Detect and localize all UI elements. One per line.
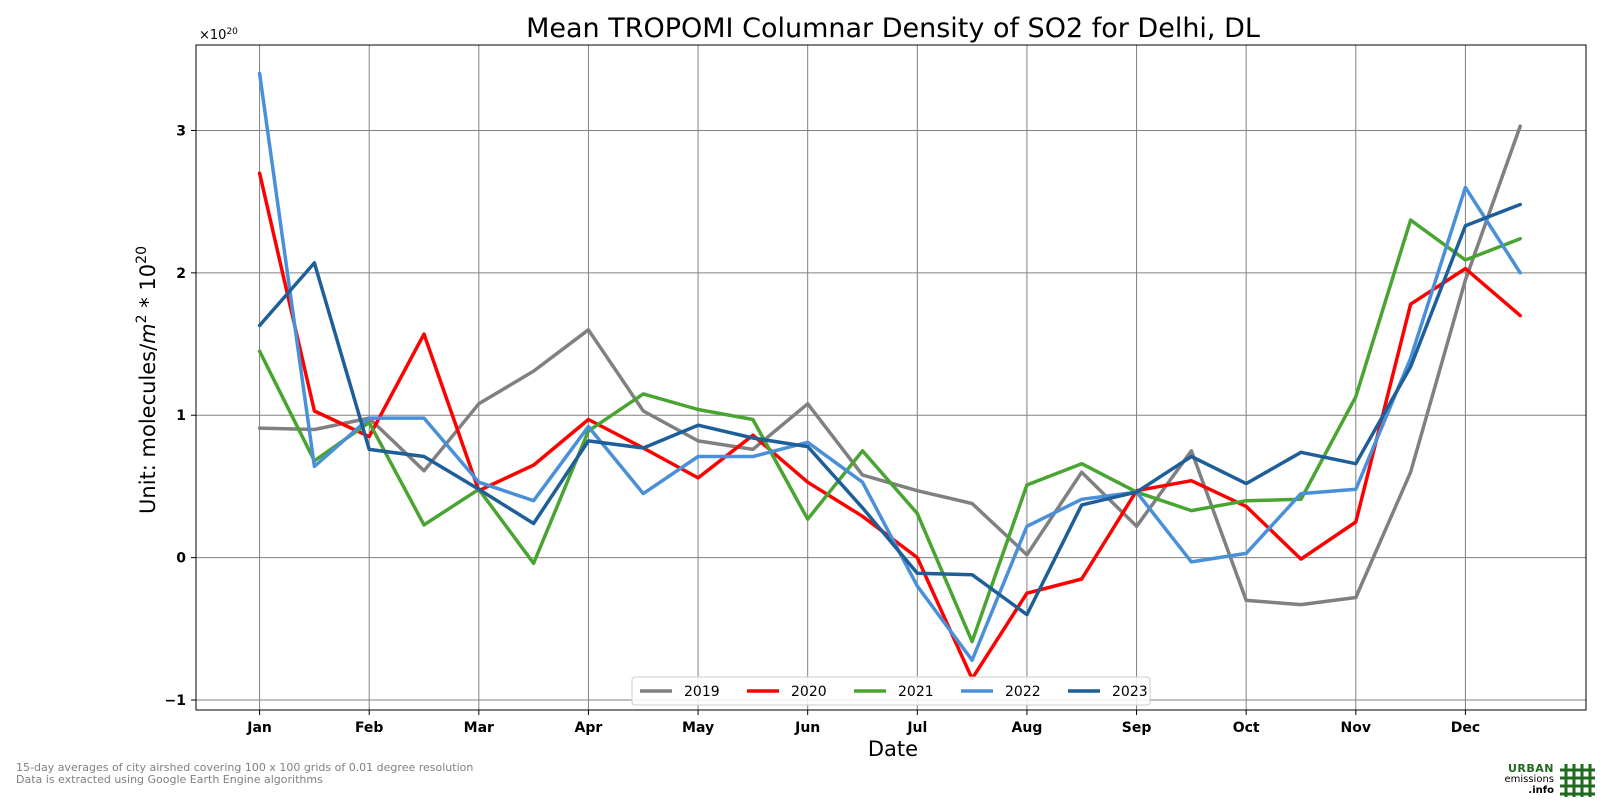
y-axis-label-unit-exp: 2 [134,314,150,323]
y-tick-label: −1 [165,693,186,709]
x-tick-label: Nov [1341,720,1371,736]
series-line-2022 [257,71,1522,662]
series-line-2021 [257,218,1522,644]
logo-line-1: URBAN [1507,762,1554,775]
x-tick-label: Jul [906,720,927,736]
x-tick-label: Feb [355,720,384,736]
legend-label-2022: 2022 [1005,684,1041,700]
footnote: 15-day averages of city airshed covering… [16,762,473,786]
legend: 2019 2020 2021 2022 2023 [631,676,1151,706]
hash-grid-icon [1560,764,1595,797]
legend-label-2023: 2023 [1112,684,1148,700]
x-axis-label: Date [868,737,918,761]
urban-emissions-logo: URBAN emissions .info [1490,760,1600,800]
y-axis-label-unit: m [136,323,160,343]
y-tick-label: 1 [176,408,186,424]
plot-area: Jan Feb Mar Apr May Jun Jul Aug Sep Oct Nov Dec −1 0 1… [165,44,1587,736]
y-axis-label-mid: * 10 [136,264,160,315]
y-tick-label: 3 [176,123,186,139]
logo-line-3: .info [1528,785,1554,796]
legend-label-2019: 2019 [684,684,720,700]
y-axis-label-group: Unit: molecules/m2 * 1020 [134,246,160,514]
y-offset-label: ×1020 [199,27,238,43]
chart-title: Mean TROPOMI Columnar Density of SO2 for… [526,13,1260,44]
footnote-line-1: 15-day averages of city airshed covering… [16,761,474,774]
y-axis-label-exp: 20 [134,246,150,264]
y-offset-base: ×10 [199,28,226,43]
x-tick-label: Apr [575,720,603,736]
legend-box [631,676,1151,706]
x-tick-label: Sep [1122,720,1152,736]
legend-label-2021: 2021 [898,684,934,700]
x-tick-label: May [682,720,714,736]
series-line-2023 [257,202,1522,617]
x-tick-label: Dec [1451,720,1480,736]
x-tick-label: Mar [464,720,494,736]
y-axis-label-prefix: Unit: molecules/ [136,343,160,514]
x-tick-label: Jan [246,720,272,736]
x-tick-label: Jun [794,720,820,736]
x-tick-label: Oct [1233,720,1260,736]
plot-frame [195,44,1587,711]
y-tick-label: 0 [176,551,186,567]
y-tick-label: 2 [176,266,186,282]
logo-line-2: emissions [1504,774,1554,785]
series-line-2020 [257,171,1522,681]
y-offset-exp: 20 [226,27,238,37]
footnote-line-2: Data is extracted using Google Earth Eng… [16,773,323,786]
y-axis-label: Unit: molecules/m2 * 1020 [134,246,160,514]
legend-label-2020: 2020 [791,684,827,700]
x-tick-label: Aug [1012,720,1043,736]
